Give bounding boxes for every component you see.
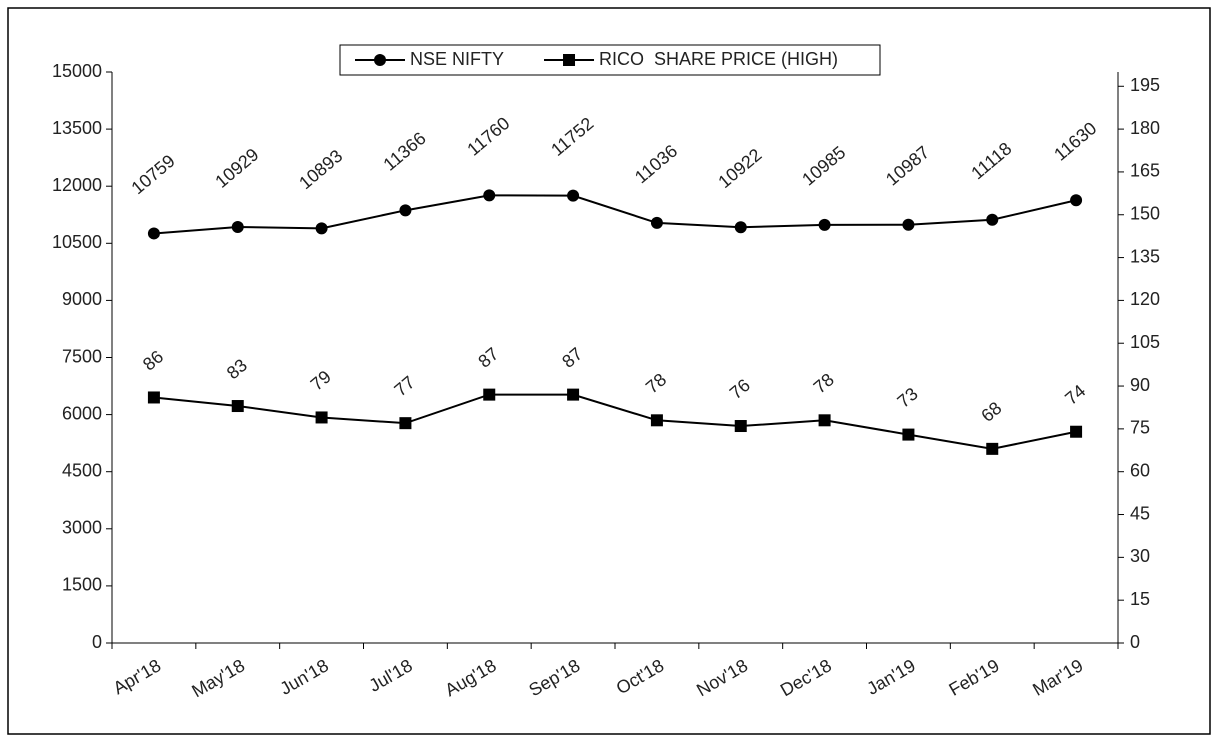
y-tick-label: 4500 [62,460,102,480]
y2-tick-label: 120 [1130,289,1160,309]
data-label: 87 [474,344,502,372]
y2-tick-label: 180 [1130,118,1160,138]
marker [650,414,663,427]
marker [567,388,580,401]
data-label: 11366 [380,128,430,175]
marker [986,213,999,226]
x-tick-label: May'18 [188,655,248,701]
legend-marker [563,54,576,66]
y2-tick-label: 75 [1130,418,1150,438]
data-label: 10893 [295,146,346,194]
legend-box [339,44,881,76]
marker [315,222,328,235]
y-tick-label: 12000 [52,175,102,195]
y-tick-label: 3000 [62,518,102,538]
data-label: 87 [558,344,586,372]
x-tick-label: Jul'18 [366,655,416,696]
data-label: 68 [977,398,1005,426]
y2-tick-label: 15 [1130,589,1150,609]
legend-label: NSE NIFTY [410,49,504,69]
data-label: 10985 [798,142,849,190]
data-label: 79 [307,366,335,394]
data-label: 11760 [463,113,513,160]
data-label: 74 [1061,381,1089,409]
y-tick-label: 13500 [52,118,102,138]
x-tick-label: Aug'18 [442,655,500,700]
y2-tick-label: 90 [1130,375,1150,395]
marker [483,388,496,401]
marker [818,414,831,427]
data-label: 11036 [631,141,681,188]
series-line [153,393,1077,450]
x-tick-label: Nov'18 [693,655,751,700]
data-label: 77 [391,372,419,400]
marker [1070,194,1083,207]
y2-tick-label: 105 [1130,332,1160,352]
y-tick-label: 7500 [62,346,102,366]
marker [1070,425,1083,438]
y-tick-label: 6000 [62,403,102,423]
data-label: 11752 [547,113,597,160]
data-label: 86 [139,346,167,374]
marker [567,189,580,202]
x-tick-label: Apr'18 [110,655,165,698]
marker [902,218,915,231]
y2-tick-label: 135 [1130,246,1160,266]
legend-marker [374,54,386,66]
data-label: 10929 [211,144,262,192]
marker [986,442,999,455]
x-tick-label: Oct'18 [613,655,668,698]
data-label: 11630 [1050,118,1100,165]
marker [734,420,747,433]
marker [399,417,412,430]
marker [147,391,160,404]
x-tick-label: Sep'18 [525,655,583,700]
legend-label: RICO SHARE PRICE (HIGH) [599,49,838,69]
marker [399,204,412,217]
y2-tick-label: 60 [1130,460,1150,480]
y2-tick-label: 30 [1130,546,1150,566]
data-label: 78 [810,369,838,397]
chart-border [7,7,1211,735]
y-tick-label: 10500 [52,232,102,252]
y-tick-label: 1500 [62,575,102,595]
marker [315,411,328,424]
y-tick-label: 15000 [52,61,102,81]
y2-tick-label: 0 [1130,632,1140,652]
data-label: 83 [223,355,251,383]
marker [818,218,831,231]
x-tick-label: Dec'18 [777,655,835,700]
marker [650,216,663,229]
data-label: 10759 [128,151,179,199]
data-label: 11118 [967,138,1015,183]
y2-tick-label: 150 [1130,204,1160,224]
x-tick-label: Jan'19 [863,655,918,699]
data-label: 76 [726,375,754,403]
data-label: 10922 [714,145,765,193]
data-label: 73 [894,384,922,412]
marker [902,428,915,441]
marker [483,189,496,202]
x-tick-label: Mar'19 [1029,655,1086,700]
marker [231,220,244,233]
y2-tick-label: 195 [1130,75,1160,95]
x-tick-label: Feb'19 [945,655,1002,700]
y2-tick-label: 45 [1130,503,1150,523]
y2-tick-label: 165 [1130,161,1160,181]
y-tick-label: 0 [92,632,102,652]
data-label: 78 [642,369,670,397]
x-tick-label: Jun'18 [277,655,332,699]
data-label: 10987 [882,142,933,190]
series-line [153,194,1077,235]
marker [147,227,160,240]
marker [231,400,244,413]
marker [734,221,747,234]
y-tick-label: 9000 [62,289,102,309]
